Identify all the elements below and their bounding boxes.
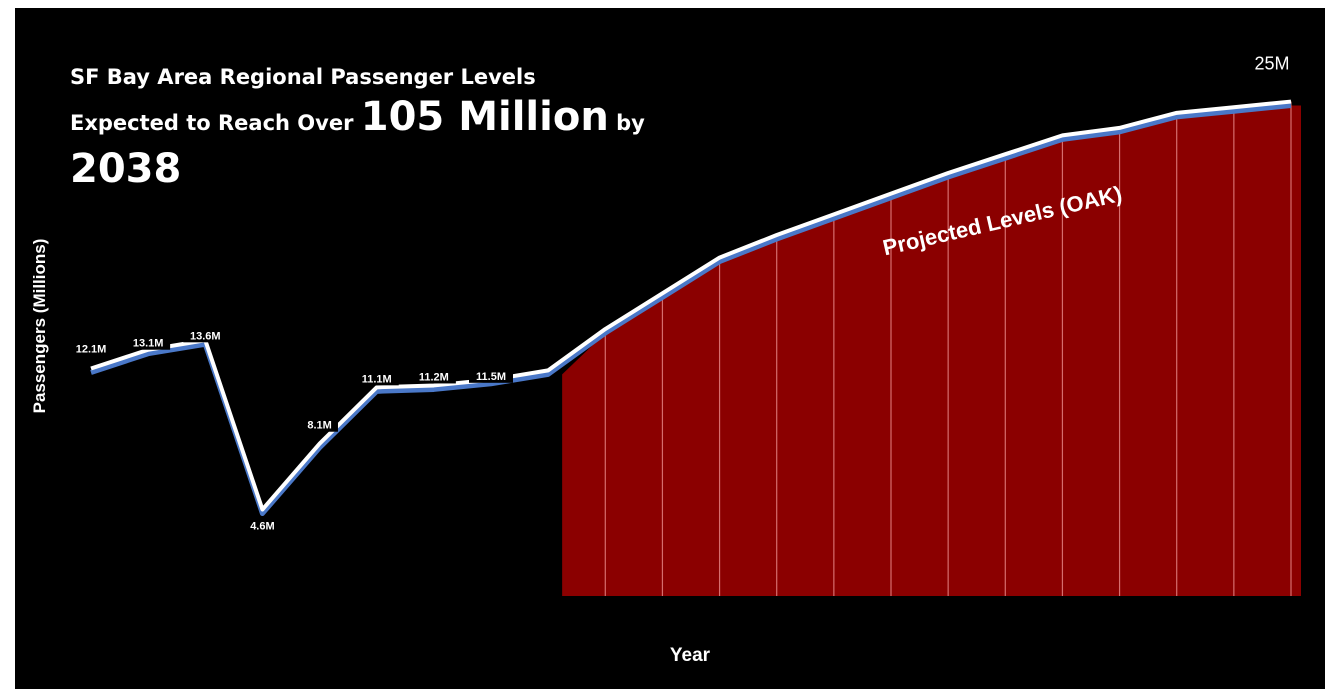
x-tick-2025: 2025 <box>526 604 571 626</box>
title-line-2: Expected to Reach Over 105 Million by <box>70 92 790 148</box>
data-label-2018: 13.1M <box>133 338 164 350</box>
data-label-bg-2020 <box>244 516 281 533</box>
x-tick-2027: 2027 <box>640 604 685 626</box>
data-label-2021: 8.1M <box>307 420 331 432</box>
data-label-2022: 11.1M <box>362 373 392 385</box>
x-tick-2030: 2030 <box>812 604 857 626</box>
x-tick-2036: 2036 <box>1154 604 1199 626</box>
x-tick-2038: 2038 <box>1269 604 1314 626</box>
x-tick-2026: 2026 <box>583 604 628 626</box>
x-tick-2032: 2032 <box>926 604 971 626</box>
chart-title: SF Bay Area Regional Passenger Levels Ex… <box>70 62 790 190</box>
x-tick-2024: 2024 <box>469 604 514 626</box>
series-line <box>90 99 1292 512</box>
data-label-bg-2017 <box>69 339 113 356</box>
data-label-bg-2022 <box>354 369 399 386</box>
x-tick-2019: 2019 <box>183 604 228 626</box>
x-tick-2034: 2034 <box>1040 604 1085 626</box>
data-label-bg-2021 <box>301 415 338 432</box>
data-label-bg-2024 <box>469 366 513 383</box>
y-axis-label: Passengers (Millions) <box>30 239 49 414</box>
title-line-1: SF Bay Area Regional Passenger Levels <box>70 65 536 89</box>
x-tick-2020: 2020 <box>240 604 285 626</box>
data-label-2020: 4.6M <box>250 521 274 533</box>
data-label-bg-2019 <box>183 326 228 343</box>
projected-area <box>562 105 1301 596</box>
x-tick-2037: 2037 <box>1212 604 1257 626</box>
projected-area-layer <box>562 105 1301 596</box>
data-label-2019: 13.6M <box>190 330 221 342</box>
title-highlight: 105 Million <box>360 94 609 140</box>
x-tick-2021: 2021 <box>297 604 342 626</box>
title-year: 2038 <box>70 146 182 192</box>
data-label-bg-2018 <box>126 333 171 350</box>
title-part-3: by <box>616 111 645 135</box>
x-tick-2022: 2022 <box>354 604 399 626</box>
x-tick-2029: 2029 <box>754 604 799 626</box>
drop-lines-layer <box>90 101 1292 596</box>
series-line-shadow <box>90 103 1292 517</box>
x-tick-2017: 2017 <box>69 604 114 626</box>
x-tick-2028: 2028 <box>697 604 742 626</box>
data-label-2017: 12.1M <box>76 344 107 356</box>
x-tick-labels-layer: 2017 2018 2019 2020 2021 2022 2023 2024 2025 2026… <box>69 604 1314 626</box>
x-tick-2031: 2031 <box>869 604 914 626</box>
data-label-2038: 25M <box>1254 54 1289 74</box>
data-label-2024: 11.5M <box>476 371 506 383</box>
x-tick-2035: 2035 <box>1097 604 1142 626</box>
x-tick-2033: 2033 <box>983 604 1028 626</box>
data-labels-layer: 12.1M 13.1M 13.6M 4.6M 8.1M 11.1M 11.2M 11.5M 25… <box>69 54 1290 533</box>
x-axis-label: Year <box>670 645 711 666</box>
data-label-bg-2023 <box>411 367 456 384</box>
x-tick-2023: 2023 <box>412 604 457 626</box>
x-tick-2018: 2018 <box>126 604 171 626</box>
line-layer <box>90 99 1292 517</box>
data-label-2023: 11.2M <box>419 371 449 383</box>
title-part-2: Expected to Reach Over <box>70 111 354 135</box>
